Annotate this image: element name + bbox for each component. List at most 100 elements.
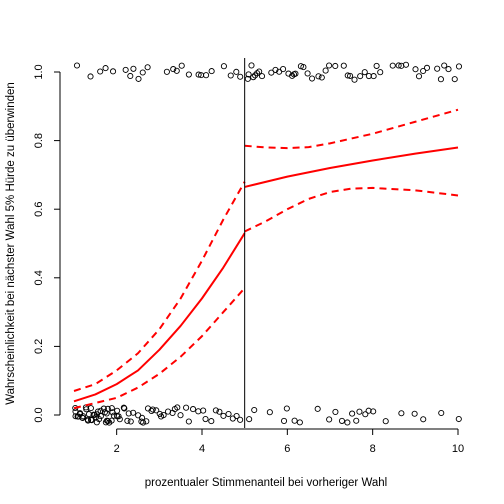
point-outcome-1 xyxy=(185,71,192,78)
point-outcome-0 xyxy=(291,417,298,424)
point-outcome-1 xyxy=(420,67,427,75)
point-outcome-0 xyxy=(370,408,377,415)
point-outcome-1 xyxy=(139,69,146,76)
point-outcome-0 xyxy=(183,404,190,411)
point-outcome-0 xyxy=(195,408,202,415)
point-outcome-0 xyxy=(229,415,236,422)
point-outcome-0 xyxy=(185,418,192,425)
point-outcome-1 xyxy=(227,72,234,79)
point-outcome-0 xyxy=(212,407,219,414)
point-outcome-1 xyxy=(340,62,347,69)
point-outcome-0 xyxy=(87,405,94,412)
point-outcome-1 xyxy=(395,62,402,69)
point-outcome-1 xyxy=(250,74,257,81)
point-outcome-0 xyxy=(104,405,111,412)
point-outcome-1 xyxy=(423,64,431,71)
point-outcome-0 xyxy=(200,407,207,414)
point-outcome-1 xyxy=(455,63,463,70)
point-outcome-0 xyxy=(121,405,128,412)
point-outcome-1 xyxy=(315,73,322,80)
point-outcome-1 xyxy=(245,71,252,78)
y-tick-label: 0.6 xyxy=(33,202,45,217)
point-outcome-1 xyxy=(361,69,368,76)
point-outcome-0 xyxy=(96,416,103,423)
point-outcome-1 xyxy=(370,73,377,80)
point-outcome-1 xyxy=(237,73,244,80)
point-outcome-0 xyxy=(79,414,86,421)
point-outcome-0 xyxy=(220,412,227,419)
curve-ci-lower-left xyxy=(73,287,246,410)
point-outcome-0 xyxy=(130,409,137,416)
point-outcome-1 xyxy=(87,73,94,80)
point-outcome-0 xyxy=(143,418,150,425)
point-outcome-0 xyxy=(110,412,117,419)
x-tick-label: 4 xyxy=(199,443,205,455)
point-outcome-0 xyxy=(174,404,181,411)
point-outcome-0 xyxy=(225,410,232,418)
point-outcome-1 xyxy=(389,62,396,69)
point-outcome-0 xyxy=(160,412,167,419)
point-outcome-0 xyxy=(140,419,147,426)
point-outcome-1 xyxy=(415,73,423,80)
point-outcome-1 xyxy=(73,62,81,69)
point-outcome-1 xyxy=(220,63,227,70)
point-outcome-1 xyxy=(332,62,339,70)
point-outcome-0 xyxy=(349,410,356,417)
point-outcome-1 xyxy=(130,65,137,72)
point-outcome-1 xyxy=(402,61,410,68)
point-outcome-1 xyxy=(135,75,142,82)
point-outcome-1 xyxy=(377,69,384,76)
point-outcome-1 xyxy=(445,66,452,73)
point-outcome-1 xyxy=(308,75,316,82)
x-tick-label: 6 xyxy=(284,443,290,455)
y-tick-label: 0.4 xyxy=(33,270,45,285)
point-outcome-0 xyxy=(356,408,363,415)
point-outcome-1 xyxy=(178,62,185,69)
point-outcome-1 xyxy=(268,69,275,76)
point-outcome-0 xyxy=(382,418,389,425)
point-outcome-0 xyxy=(153,407,160,414)
curve-ci-upper-right xyxy=(244,108,459,150)
point-outcome-1 xyxy=(256,68,263,75)
point-outcome-1 xyxy=(347,72,354,79)
point-outcome-1 xyxy=(102,65,109,72)
point-outcome-0 xyxy=(125,410,132,417)
point-outcome-1 xyxy=(441,62,448,69)
point-outcome-0 xyxy=(84,417,92,424)
point-outcome-1 xyxy=(258,73,266,80)
point-outcome-0 xyxy=(353,417,360,424)
observation-points xyxy=(72,61,463,426)
point-outcome-1 xyxy=(144,64,151,71)
point-outcome-0 xyxy=(266,409,273,416)
point-outcome-1 xyxy=(208,68,215,75)
point-outcome-0 xyxy=(116,416,123,423)
point-outcome-1 xyxy=(233,68,240,75)
y-axis-title: Wahrscheinlichkeit bei nächster Wahl 5% … xyxy=(5,82,17,405)
point-outcome-1 xyxy=(122,66,129,73)
x-tick-label: 8 xyxy=(370,443,376,455)
point-outcome-1 xyxy=(318,74,325,81)
point-outcome-0 xyxy=(398,410,405,417)
point-outcome-0 xyxy=(251,406,258,414)
point-outcome-0 xyxy=(455,415,462,423)
point-outcome-1 xyxy=(110,68,117,75)
point-outcome-1 xyxy=(326,62,333,69)
point-outcome-1 xyxy=(170,66,177,73)
point-outcome-0 xyxy=(365,407,372,414)
point-outcome-1 xyxy=(344,72,351,79)
point-outcome-1 xyxy=(451,76,458,83)
point-outcome-0 xyxy=(332,408,339,415)
point-outcome-0 xyxy=(202,415,209,423)
point-outcome-0 xyxy=(100,405,107,412)
point-outcome-0 xyxy=(127,418,134,425)
point-outcome-1 xyxy=(195,71,202,78)
point-outcome-1 xyxy=(272,66,279,73)
point-outcome-1 xyxy=(292,70,299,77)
point-outcome-0 xyxy=(108,417,115,424)
curve-fit-right xyxy=(244,146,459,188)
point-outcome-0 xyxy=(233,412,240,420)
point-outcome-1 xyxy=(351,76,358,83)
point-outcome-1 xyxy=(97,68,104,75)
point-outcome-0 xyxy=(104,417,111,425)
